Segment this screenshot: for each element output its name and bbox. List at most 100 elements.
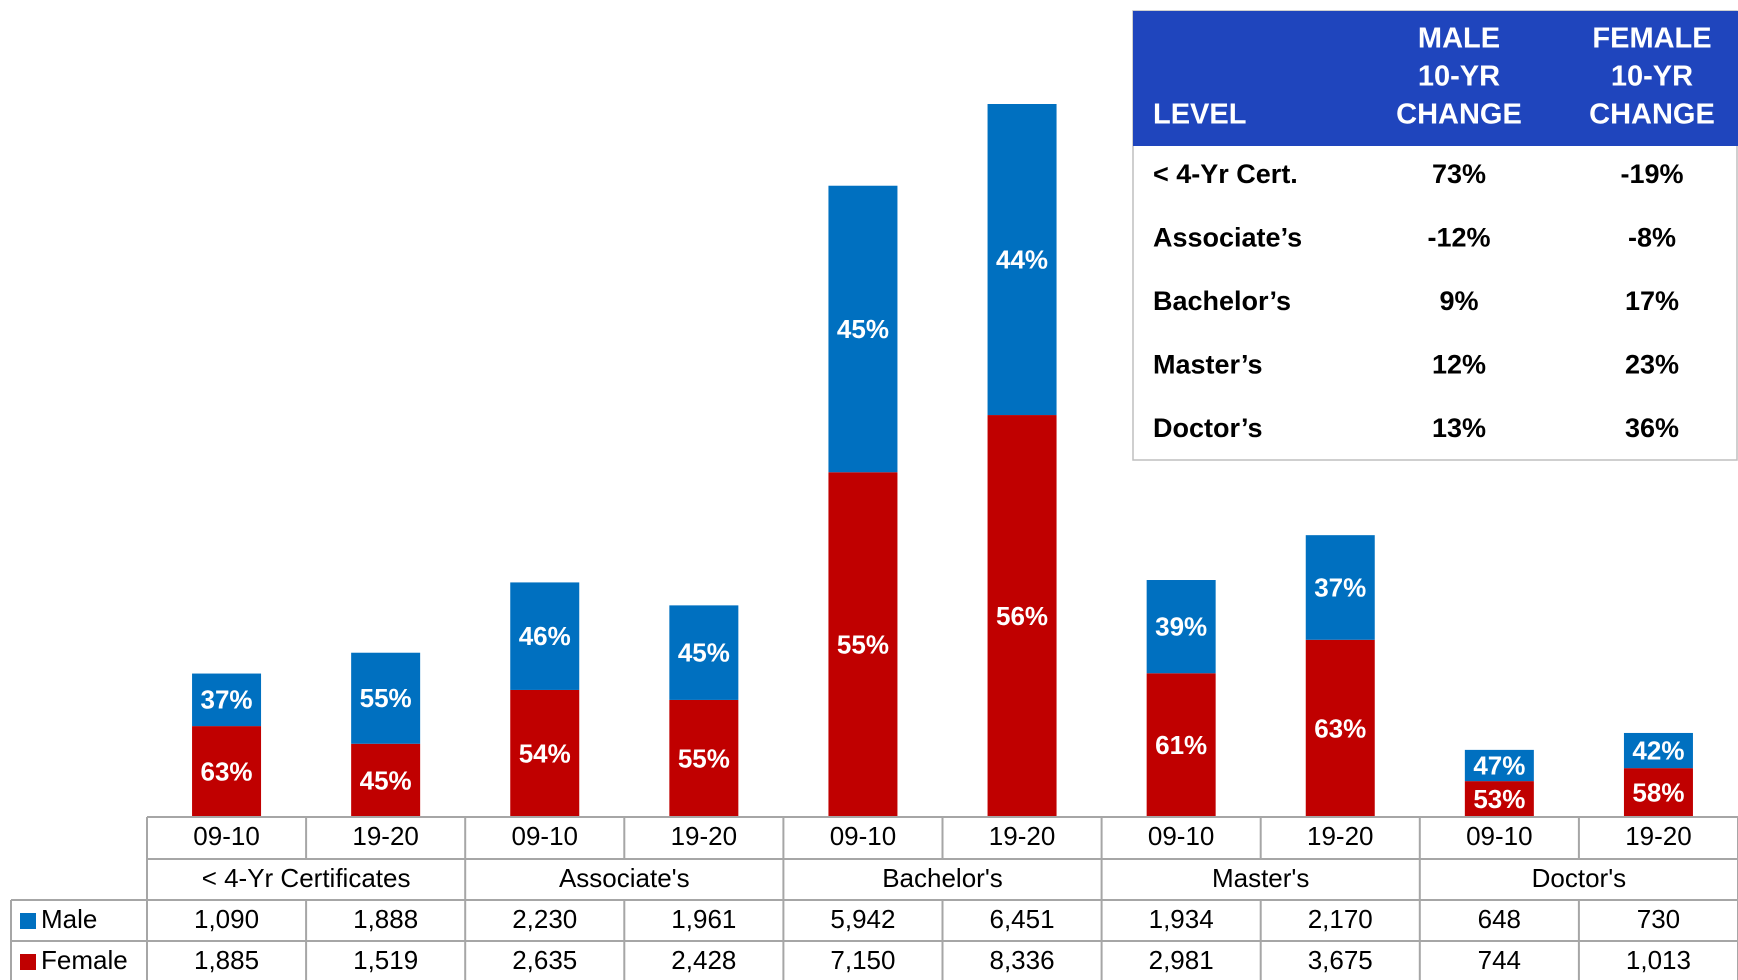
table-value: 5,942 bbox=[830, 904, 895, 934]
table-cell: 73% bbox=[1432, 159, 1486, 189]
table-value: 3,675 bbox=[1308, 945, 1373, 975]
table-value: 1,934 bbox=[1149, 904, 1214, 934]
x-tick-label: 19-20 bbox=[352, 821, 419, 851]
table-value: 1,090 bbox=[194, 904, 259, 934]
bar-segment bbox=[669, 699, 739, 817]
bar-segment bbox=[1146, 673, 1216, 817]
table-value: 730 bbox=[1637, 904, 1680, 934]
table-cell: 23% bbox=[1625, 350, 1679, 380]
bar-label: 54% bbox=[519, 738, 571, 768]
x-tick-label: 19-20 bbox=[671, 821, 738, 851]
bar-segment bbox=[1623, 768, 1693, 817]
bar-segment bbox=[1305, 639, 1375, 817]
table-value: 1,885 bbox=[194, 945, 259, 975]
bar-label: 45% bbox=[837, 314, 889, 344]
bar-segment bbox=[510, 689, 580, 817]
bar-segment bbox=[1623, 732, 1693, 769]
bar-label: 46% bbox=[519, 621, 571, 651]
inset-header bbox=[1133, 11, 1738, 146]
table-value: 648 bbox=[1478, 904, 1521, 934]
bar-label: 37% bbox=[1314, 572, 1366, 602]
bar-label: 53% bbox=[1473, 784, 1525, 814]
column-header: FEMALE bbox=[1592, 23, 1711, 55]
legend-swatch bbox=[20, 913, 36, 929]
legend-label: Female bbox=[41, 945, 128, 975]
bar-label: 42% bbox=[1632, 735, 1684, 765]
table-value: 744 bbox=[1478, 945, 1521, 975]
column-header: MALE bbox=[1418, 23, 1500, 55]
table-cell: 17% bbox=[1625, 286, 1679, 316]
x-tick-label: 09-10 bbox=[830, 821, 897, 851]
table-cell: -19% bbox=[1620, 159, 1683, 189]
bar-label: 55% bbox=[837, 629, 889, 659]
table-cell: 9% bbox=[1439, 286, 1478, 316]
bar-segment bbox=[351, 652, 421, 744]
group-label: Doctor's bbox=[1532, 863, 1627, 893]
bar-label: 44% bbox=[996, 244, 1048, 274]
bar-label: 37% bbox=[201, 685, 253, 715]
x-tick-label: 09-10 bbox=[193, 821, 260, 851]
bar-label: 47% bbox=[1473, 750, 1525, 780]
bar-label: 39% bbox=[1155, 612, 1207, 642]
x-tick-label: 19-20 bbox=[1625, 821, 1692, 851]
table-cell: -12% bbox=[1427, 223, 1490, 253]
table-value: 1,888 bbox=[353, 904, 418, 934]
x-tick-label: 19-20 bbox=[989, 821, 1056, 851]
bar-segment bbox=[1464, 781, 1534, 817]
bar-segment bbox=[351, 743, 421, 817]
group-label: < 4-Yr Certificates bbox=[202, 863, 411, 893]
bar-segment bbox=[669, 605, 739, 700]
table-cell: Master’s bbox=[1153, 350, 1263, 380]
table-cell: -8% bbox=[1628, 223, 1676, 253]
bar-label: 58% bbox=[1632, 777, 1684, 807]
table-value: 1,013 bbox=[1626, 945, 1691, 975]
bar-segment bbox=[828, 185, 898, 473]
legend-swatch bbox=[20, 954, 36, 970]
column-header: 10-YR bbox=[1418, 61, 1500, 93]
column-header: CHANGE bbox=[1396, 99, 1522, 131]
x-tick-label: 09-10 bbox=[1148, 821, 1215, 851]
column-header: CHANGE bbox=[1589, 99, 1715, 131]
legend-label: Male bbox=[41, 904, 97, 934]
bar-segment bbox=[192, 726, 262, 817]
group-label: Associate's bbox=[559, 863, 690, 893]
table-value: 1,519 bbox=[353, 945, 418, 975]
x-tick-label: 09-10 bbox=[512, 821, 579, 851]
table-cell: Doctor’s bbox=[1153, 413, 1263, 443]
x-tick-label: 19-20 bbox=[1307, 821, 1374, 851]
bar-label: 45% bbox=[360, 765, 412, 795]
table-cell: < 4-Yr Cert. bbox=[1153, 159, 1298, 189]
bar-segment bbox=[1146, 580, 1216, 674]
table-value: 2,981 bbox=[1149, 945, 1214, 975]
bar-label: 56% bbox=[996, 601, 1048, 631]
table-value: 7,150 bbox=[830, 945, 895, 975]
table-cell: 13% bbox=[1432, 413, 1486, 443]
column-header: 10-YR bbox=[1611, 61, 1693, 93]
table-cell: Associate’s bbox=[1153, 223, 1302, 253]
table-value: 1,961 bbox=[671, 904, 736, 934]
table-value: 2,230 bbox=[512, 904, 577, 934]
bar-segment bbox=[987, 104, 1057, 416]
table-value: 2,170 bbox=[1308, 904, 1373, 934]
x-tick-label: 09-10 bbox=[1466, 821, 1533, 851]
bar-label: 55% bbox=[360, 683, 412, 713]
bar-label: 55% bbox=[678, 743, 730, 773]
bar-segment bbox=[987, 415, 1057, 817]
column-header: LEVEL bbox=[1153, 99, 1246, 131]
table-value: 6,451 bbox=[990, 904, 1055, 934]
bar-label: 45% bbox=[678, 638, 730, 668]
bar-segment bbox=[828, 472, 898, 817]
bar-label: 63% bbox=[201, 756, 253, 786]
table-cell: 12% bbox=[1432, 350, 1486, 380]
group-label: Bachelor's bbox=[882, 863, 1003, 893]
table-value: 2,428 bbox=[671, 945, 736, 975]
bar-label: 63% bbox=[1314, 713, 1366, 743]
table-cell: Bachelor’s bbox=[1153, 286, 1291, 316]
table-value: 8,336 bbox=[990, 945, 1055, 975]
bar-label: 61% bbox=[1155, 730, 1207, 760]
table-value: 2,635 bbox=[512, 945, 577, 975]
table-cell: 36% bbox=[1625, 413, 1679, 443]
group-label: Master's bbox=[1212, 863, 1309, 893]
bar-segment bbox=[1464, 749, 1534, 782]
